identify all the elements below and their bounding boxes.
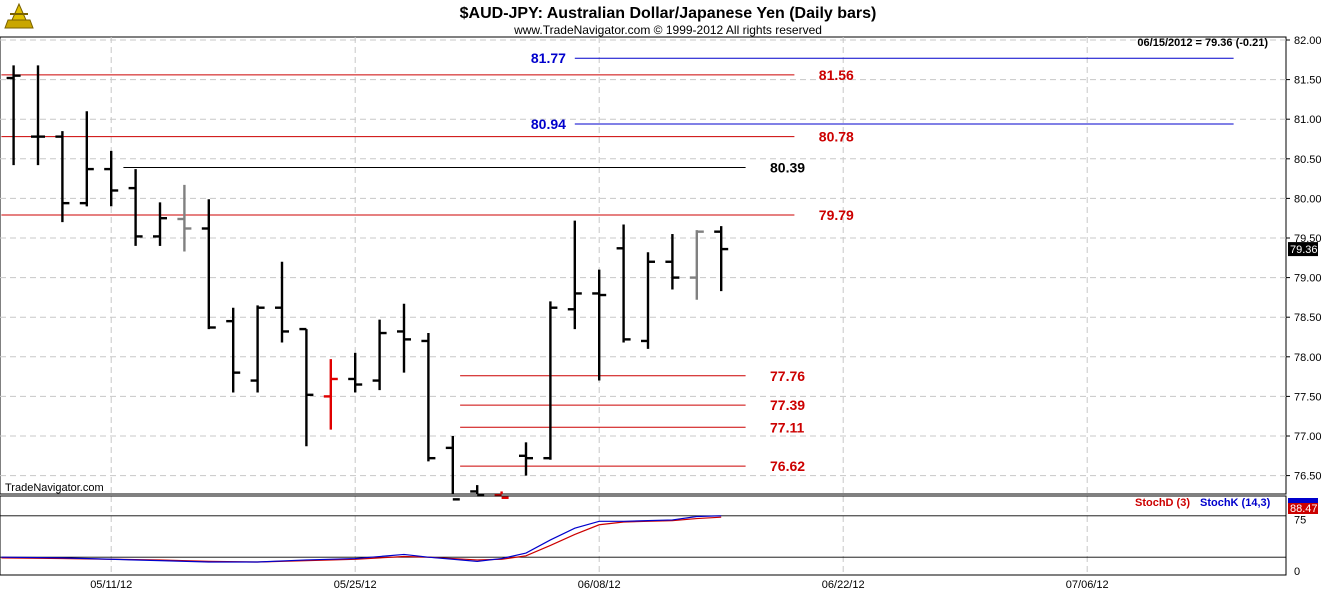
level-label: 80.39 — [770, 160, 805, 176]
status-readout: 06/15/2012 = 79.36 (-0.21) — [1137, 37, 1268, 49]
ohlc-bar — [153, 202, 167, 246]
level-label: 81.56 — [819, 67, 854, 83]
stoch-readout: 88.47 — [1290, 503, 1318, 515]
ohlc-bar — [323, 359, 338, 430]
price-tick-label: 76.50 — [1294, 471, 1322, 483]
ohlc-bar — [592, 269, 607, 381]
ohlc-bar — [275, 261, 289, 343]
ohlc-bar — [372, 319, 387, 391]
ohlc-bar — [567, 220, 582, 330]
ohlc-bar — [177, 184, 192, 252]
price-grid — [0, 39, 1286, 477]
price-tick-label: 79.00 — [1294, 273, 1322, 285]
ohlc-bar — [665, 234, 680, 290]
ohlc-bar — [616, 224, 631, 343]
level-label: 77.76 — [770, 368, 805, 384]
stoch-readout-box: 88.47 — [1288, 498, 1318, 515]
price-axis: 76.50 77.00 77.50 78.00 78.50 79.00 79.50 80.00… — [1286, 35, 1322, 483]
logo-icon — [4, 2, 34, 29]
stoch-tick-label: 0 — [1294, 566, 1300, 578]
ohlc-bar — [55, 131, 70, 223]
ohlc-bar — [128, 169, 143, 246]
level-label: 80.94 — [531, 116, 566, 132]
ohlc-bar — [519, 442, 533, 476]
ohlc-bar — [299, 327, 314, 447]
ohlc-bar — [201, 199, 216, 330]
ohlc-bar — [494, 491, 509, 499]
ohlc-bar — [470, 485, 485, 497]
stochastic-panel — [0, 495, 1287, 576]
ohlc-bar — [31, 65, 45, 166]
level-lines: 81.77 81.56 80.94 80.78 80.39 79.79 77.76 77.39… — [1, 50, 1234, 474]
level-label: 80.78 — [819, 129, 854, 145]
stochastic-grid — [0, 515, 1286, 558]
level-label: 77.39 — [770, 397, 805, 413]
ohlc-bar — [714, 226, 729, 292]
price-tick-label: 81.00 — [1294, 114, 1322, 126]
stoch-d-line — [1, 516, 722, 563]
stoch-k-line — [1, 515, 722, 563]
chart-title: $AUD-JPY: Australian Dollar/Japanese Yen… — [460, 5, 877, 22]
stochastic-lines — [1, 515, 722, 563]
price-panel — [0, 36, 1287, 495]
ohlc-bar — [226, 307, 241, 393]
ohlc-bar — [543, 301, 558, 460]
ohlc-bar — [421, 333, 436, 462]
level-label: 77.11 — [770, 419, 804, 435]
stoch-k-legend: StochK (14,3) — [1200, 497, 1271, 509]
price-tick-label: 80.00 — [1294, 193, 1322, 205]
stochastic-axis: 0 75 — [1294, 514, 1306, 578]
level-label: 81.77 — [531, 50, 566, 66]
ohlc-bar — [79, 111, 94, 207]
level-label: 76.62 — [770, 458, 805, 474]
price-tick-label: 79.50 — [1294, 233, 1322, 245]
price-tick-label: 78.00 — [1294, 352, 1322, 364]
date-tick-label: 05/25/12 — [334, 579, 377, 591]
price-bars — [6, 65, 729, 501]
price-tick-label: 78.50 — [1294, 312, 1322, 324]
ohlc-bar — [6, 65, 21, 166]
ohlc-bar — [445, 436, 460, 501]
price-tick-label: 80.50 — [1294, 154, 1322, 166]
stoch-tick-label: 75 — [1294, 514, 1306, 526]
date-tick-label: 06/08/12 — [578, 579, 621, 591]
stoch-d-legend: StochD (3) — [1135, 497, 1190, 509]
watermark: TradeNavigator.com — [5, 482, 104, 494]
price-tick-label: 77.50 — [1294, 391, 1322, 403]
date-tick-label: 05/11/12 — [90, 579, 132, 591]
last-price-label: 79.36 — [1290, 244, 1318, 256]
date-tick-label: 06/22/12 — [822, 579, 865, 591]
date-grid — [110, 37, 1088, 575]
last-price-box: 79.36 — [1288, 242, 1318, 257]
date-tick-label: 07/06/12 — [1066, 579, 1109, 591]
ohlc-bar — [104, 150, 119, 207]
price-tick-label: 81.50 — [1294, 75, 1322, 87]
ohlc-bar — [397, 303, 411, 373]
price-tick-label: 77.00 — [1294, 431, 1322, 443]
date-axis: 05/11/12 05/25/12 06/08/12 06/22/12 07/06/12 — [90, 579, 1108, 591]
price-tick-label: 82.00 — [1294, 35, 1322, 47]
level-label: 79.79 — [819, 207, 854, 223]
ohlc-bar — [250, 305, 265, 393]
ohlc-bar — [348, 352, 363, 393]
chart-subtitle: www.TradeNavigator.com © 1999-2012 All r… — [513, 23, 822, 37]
ohlc-bar — [641, 252, 655, 349]
ohlc-bar — [689, 230, 704, 300]
